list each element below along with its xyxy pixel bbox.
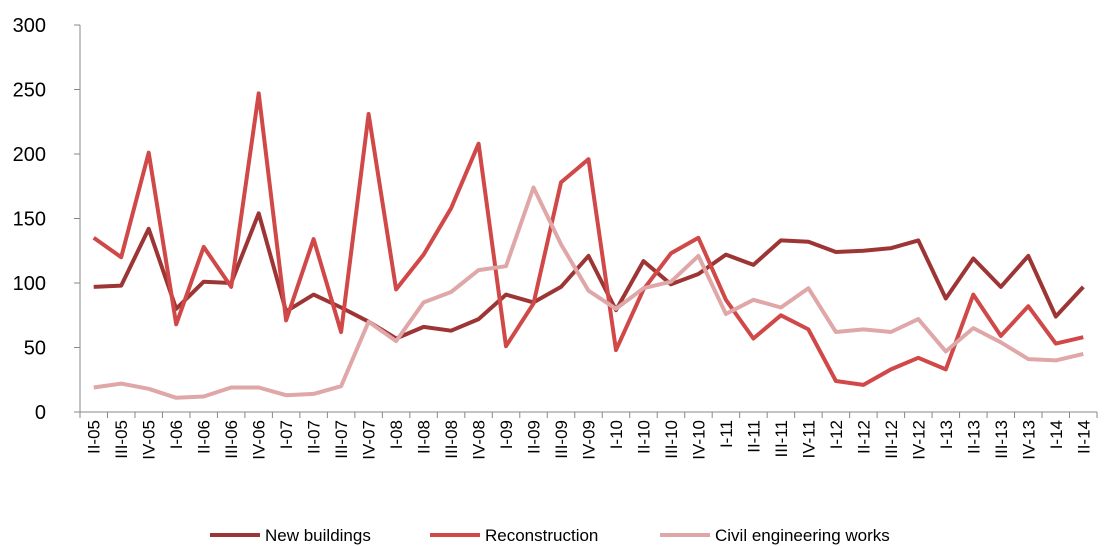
y-tick-label: 50	[24, 338, 46, 360]
x-tick-label: II-07	[305, 420, 324, 454]
legend-label: Reconstruction	[485, 526, 598, 545]
x-tick-label: IV-07	[360, 420, 379, 460]
x-tick-label: IV-10	[689, 420, 708, 460]
x-tick-label: II-05	[85, 420, 104, 454]
x-tick-label: II-14	[1074, 420, 1093, 454]
x-tick-label: I-12	[827, 420, 846, 449]
x-tick-label: III-06	[222, 420, 241, 459]
x-tick-label: III-08	[442, 420, 461, 459]
x-tick-label: II-13	[964, 420, 983, 454]
x-tick-label: III-09	[552, 420, 571, 459]
y-tick-label: 100	[13, 273, 46, 295]
x-tick-label: III-11	[772, 420, 791, 457]
series-line	[93, 185, 1084, 400]
x-tick-label: III-10	[662, 420, 681, 459]
y-tick-label: 150	[13, 209, 46, 231]
x-tick-label: I-07	[277, 420, 296, 449]
x-tick-label: I-10	[607, 420, 626, 449]
y-tick-label: 0	[35, 402, 46, 424]
y-tick-label: 200	[13, 144, 46, 166]
x-tick-label: II-10	[634, 420, 653, 454]
x-tick-label: II-06	[195, 420, 214, 454]
y-tick-label: 250	[13, 80, 46, 102]
legend-label: New buildings	[265, 526, 371, 545]
x-tick-label: I-11	[717, 420, 736, 448]
legend-label: Civil engineering works	[715, 526, 890, 545]
x-tick-label: III-12	[882, 420, 901, 459]
x-tick-label: III-07	[332, 420, 351, 459]
x-tick-label: III-13	[992, 420, 1011, 459]
x-tick-label: II-09	[525, 420, 544, 454]
series-line	[93, 211, 1085, 341]
x-tick-label: IV-12	[909, 420, 928, 460]
y-tick-label: 300	[13, 15, 46, 37]
x-tick-label: I-09	[497, 420, 516, 449]
x-tick-label: II-12	[854, 420, 873, 454]
x-tick-label: I-14	[1047, 420, 1066, 449]
x-tick-label: IV-05	[140, 420, 159, 460]
x-tick-label: IV-09	[580, 420, 599, 460]
x-tick-label: II-11	[744, 420, 763, 453]
x-tick-label: I-08	[387, 420, 406, 449]
x-tick-label: I-06	[167, 420, 186, 449]
x-tick-label: II-08	[415, 420, 434, 454]
x-tick-label: IV-13	[1019, 420, 1038, 460]
x-tick-label: IV-06	[250, 420, 269, 460]
x-tick-label: IV-08	[470, 420, 489, 460]
series-line	[92, 91, 1084, 387]
x-tick-label: I-13	[937, 420, 956, 449]
x-tick-label: III-05	[112, 420, 131, 459]
x-tick-label: IV-11	[799, 420, 818, 458]
